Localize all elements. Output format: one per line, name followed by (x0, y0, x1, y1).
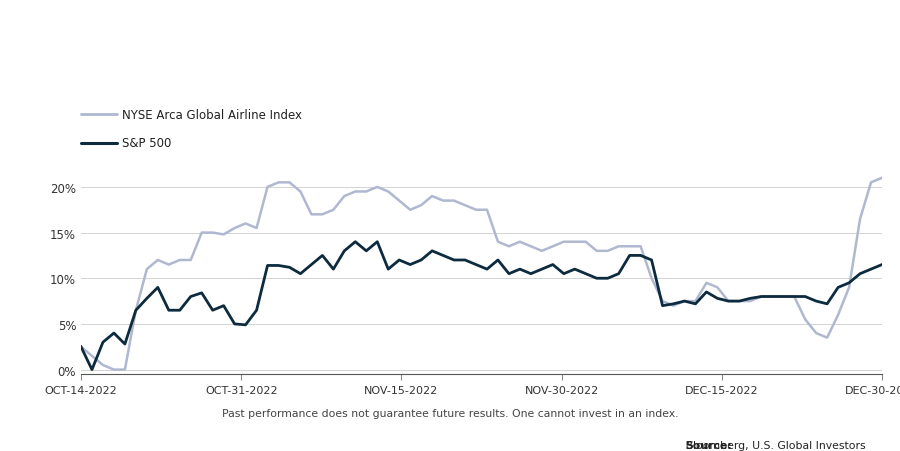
Text: Past performance does not guarantee future results. One cannot invest in an inde: Past performance does not guarantee futu… (221, 408, 679, 418)
Text: Shares of Global Airlines Have Significantly Outperformed the Market: Shares of Global Airlines Have Significa… (70, 8, 777, 26)
Text: S&P 500: S&P 500 (122, 137, 171, 150)
Text: Bloomberg, U.S. Global Investors: Bloomberg, U.S. Global Investors (682, 440, 866, 450)
Text: Source:: Source: (686, 440, 733, 450)
Text: ✈: ✈ (23, 32, 47, 60)
Text: Total Returns, Three-Month Period Through January 11: Total Returns, Three-Month Period Throug… (70, 61, 410, 74)
Text: NYSE Arca Global Airline Index: NYSE Arca Global Airline Index (122, 109, 302, 121)
